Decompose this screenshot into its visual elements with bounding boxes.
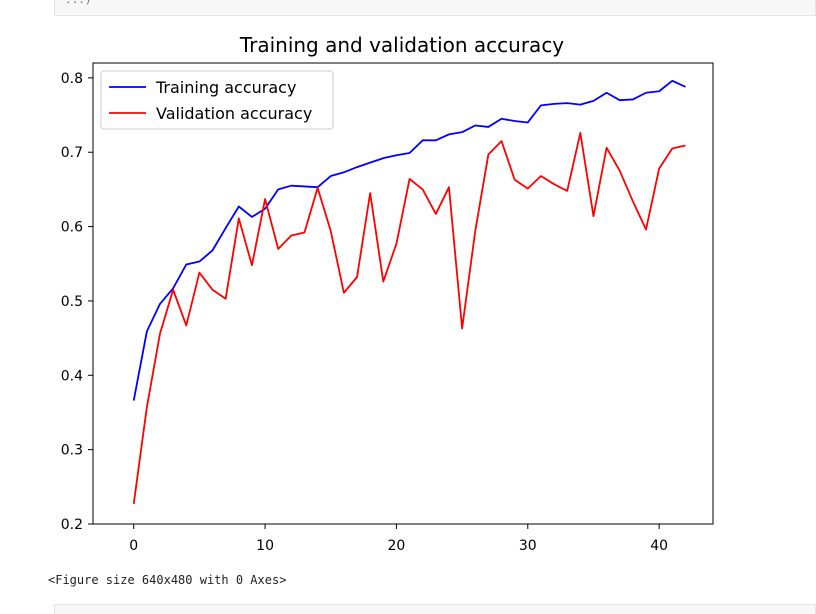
legend-box — [100, 70, 334, 130]
accuracy-chart: Training and validation accuracy 0 10 20 30… — [61, 33, 714, 554]
code-cell-tail: ...) — [65, 0, 92, 6]
x-tick-label: 10 — [256, 538, 274, 554]
y-tick-label: 0.4 — [61, 368, 83, 384]
plot-area — [92, 62, 714, 525]
next-code-cell[interactable] — [54, 604, 816, 614]
y-tick-label: 0.2 — [61, 517, 83, 533]
x-tick-label: 20 — [388, 538, 406, 554]
y-tick-label: 0.7 — [61, 145, 83, 161]
x-tick-label: 30 — [519, 538, 537, 554]
training-accuracy-line — [132, 79, 686, 401]
y-tick-label: 0.5 — [61, 294, 83, 310]
y-tick-label: 0.6 — [61, 220, 83, 236]
legend-label: Training accuracy — [155, 78, 296, 97]
legend: Training accuracy Validation accuracy — [100, 70, 334, 130]
chart-title: Training and validation accuracy — [239, 33, 564, 57]
x-axis: 0 10 20 30 40 — [129, 524, 668, 554]
validation-accuracy-line — [132, 131, 686, 505]
figure-caption: <Figure size 640x480 with 0 Axes> — [48, 573, 287, 587]
series-lines — [132, 79, 686, 505]
legend-label: Validation accuracy — [156, 104, 312, 123]
y-axis: 0.2 0.3 0.4 0.5 0.6 0.7 0.8 — [61, 71, 93, 533]
y-tick-label: 0.8 — [61, 71, 83, 87]
y-tick-label: 0.3 — [61, 443, 83, 459]
x-tick-label: 0 — [129, 538, 138, 554]
x-tick-label: 40 — [650, 538, 668, 554]
